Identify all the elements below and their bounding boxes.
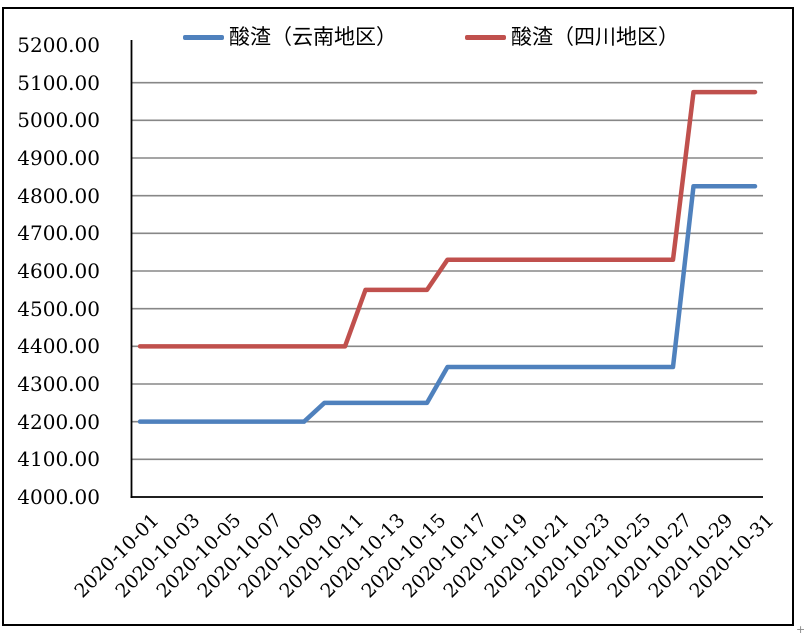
y-axis-tick-label: 4200.00 [17,409,100,434]
y-axis-tick-label: 4900.00 [17,146,100,170]
y-axis-tick-label: 4000.00 [17,485,100,509]
y-axis-tick-label: 4100.00 [17,447,100,472]
y-axis-tick-label: 4800.00 [17,183,100,208]
sichuan-line-swatch-icon [465,34,506,40]
legend-label-yunnan: 酸渣（云南地区） [229,25,397,49]
y-axis-tick-label: 4600.00 [17,259,100,283]
chart-frame [2,7,794,626]
yunnan-line-swatch-icon [183,34,224,40]
legend-item-yunnan: 酸渣（云南地区） [183,26,397,48]
legend-label-sichuan: 酸渣（四川地区） [511,25,679,49]
y-axis-tick-label: 4300.00 [17,372,100,396]
y-axis-tick-label: 5200.00 [17,33,100,57]
y-axis-tick-label: 4700.00 [17,221,100,246]
y-axis-tick-label: 4400.00 [17,334,100,359]
y-axis-tick-label: 5000.00 [17,108,100,133]
legend: 酸渣（云南地区） 酸渣（四川地区） [0,26,804,48]
series-line-sichuan [137,89,758,349]
y-axis-tick-label: 5100.00 [17,70,100,95]
cursor-artifact: + [796,623,804,636]
legend-item-sichuan: 酸渣（四川地区） [465,26,679,48]
series-line-yunnan [137,184,758,424]
y-axis-tick-label: 4500.00 [17,296,100,321]
